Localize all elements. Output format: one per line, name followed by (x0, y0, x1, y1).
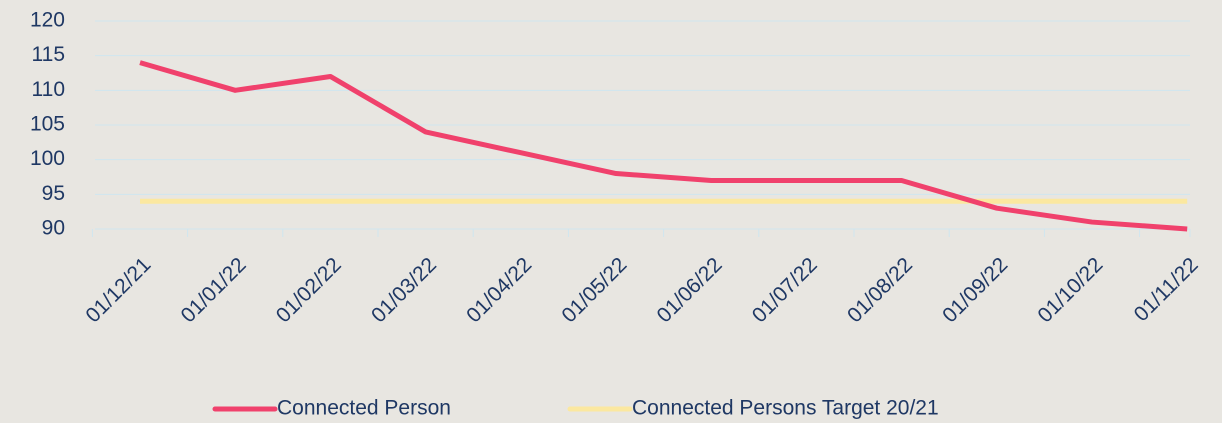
x-tick-label: 01/06/22 (653, 253, 727, 327)
y-tick-label: 110 (32, 78, 65, 101)
x-tick-label: 01/08/22 (843, 253, 917, 327)
x-tick-label: 01/04/22 (462, 253, 536, 327)
x-tick-label: 01/12/21 (81, 253, 155, 327)
y-tick-label: 95 (42, 182, 65, 205)
y-tick-label: 105 (30, 113, 65, 136)
x-tick-label: 01/07/22 (748, 253, 822, 327)
x-tick-label: 01/05/22 (557, 253, 631, 327)
legend-label: Connected Persons Target 20/21 (632, 397, 939, 420)
legend-label: Connected Person (277, 397, 451, 420)
x-tick-label: 01/02/22 (272, 253, 346, 327)
y-tick-label: 120 (30, 9, 65, 32)
y-tick-label: 90 (42, 217, 65, 240)
x-tick-label: 01/01/22 (177, 253, 251, 327)
series-line (139, 60, 1188, 232)
x-tick-label: 01/03/22 (367, 253, 441, 327)
y-tick-label: 115 (32, 43, 65, 66)
x-tick-label: 01/10/22 (1033, 253, 1107, 327)
y-tick-label: 100 (30, 147, 65, 170)
x-tick-label: 01/11/22 (1130, 253, 1203, 326)
x-tick-label: 01/09/22 (938, 253, 1012, 327)
